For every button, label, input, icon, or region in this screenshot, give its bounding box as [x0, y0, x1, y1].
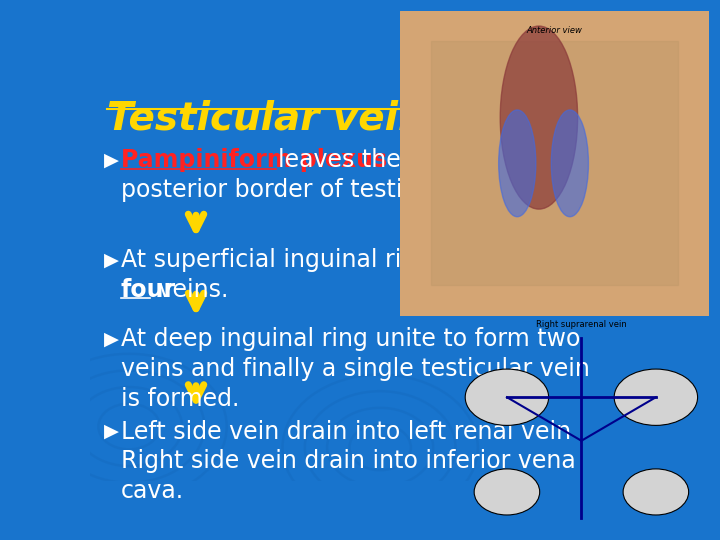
Bar: [431, 41, 678, 285]
Text: is formed.: is formed.: [121, 387, 239, 411]
Text: Testicular veins(Vine): Testicular veins(Vine): [107, 100, 581, 138]
Text: ▶: ▶: [104, 251, 119, 269]
Text: ▶: ▶: [104, 151, 119, 170]
Ellipse shape: [499, 110, 536, 217]
Text: Anterior view: Anterior view: [526, 26, 582, 35]
Text: At deep inguinal ring unite to form two: At deep inguinal ring unite to form two: [121, 327, 580, 351]
Text: posterior border of testis.: posterior border of testis.: [121, 178, 422, 202]
Text: At superficial inguinal ring unite to form: At superficial inguinal ring unite to fo…: [121, 248, 593, 272]
Text: veins.: veins.: [151, 278, 229, 302]
Text: ▶: ▶: [104, 422, 119, 441]
Ellipse shape: [623, 469, 688, 515]
Text: leaves the: leaves the: [278, 148, 401, 172]
Text: four: four: [121, 278, 176, 302]
Text: Right suprarenal vein: Right suprarenal vein: [536, 320, 627, 329]
Ellipse shape: [552, 110, 588, 217]
Text: Right side vein drain into inferior vena: Right side vein drain into inferior vena: [121, 449, 575, 474]
Ellipse shape: [465, 369, 549, 426]
Text: Left side vein drain into left renal vein: Left side vein drain into left renal vei…: [121, 420, 571, 443]
Ellipse shape: [474, 469, 540, 515]
Text: cava.: cava.: [121, 480, 184, 503]
Ellipse shape: [614, 369, 698, 426]
Text: ▶: ▶: [104, 330, 119, 349]
Text: Pampiniform plexus: Pampiniform plexus: [121, 148, 395, 172]
Text: veins and finally a single testicular vein: veins and finally a single testicular ve…: [121, 357, 590, 381]
Ellipse shape: [500, 26, 577, 209]
